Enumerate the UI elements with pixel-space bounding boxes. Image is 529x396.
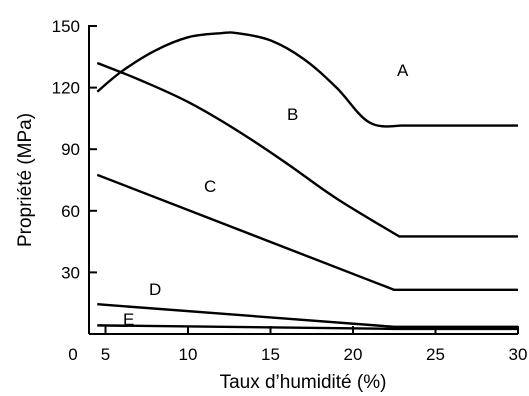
series-label-c: C	[204, 177, 216, 196]
series-line-a	[96, 31, 518, 128]
axes	[88, 25, 518, 335]
series-labels: A B C DE	[123, 61, 409, 329]
series-label-b: B	[287, 105, 298, 124]
series-label-e: E	[123, 310, 134, 329]
y-tick-label-120: 120	[52, 79, 80, 98]
x-tick-label-15: 15	[261, 345, 280, 364]
series-line-c	[96, 173, 518, 292]
series-label-d: D	[149, 280, 161, 299]
x-tick-label-5: 5	[101, 345, 110, 364]
series-label-a: A	[397, 61, 409, 80]
tick-labels: 5 10 15 20 25 30 30 60 90 120 150	[52, 17, 528, 364]
series-line-e	[97, 324, 518, 331]
y-tick-label-60: 60	[61, 202, 80, 221]
series-group	[96, 31, 518, 331]
x-tick-label-30: 30	[509, 345, 528, 364]
y-tick-label-150: 150	[52, 17, 80, 36]
series-line-b	[96, 61, 518, 238]
ticks	[89, 25, 519, 334]
x-tick-label-25: 25	[426, 345, 445, 364]
x-axis-title: Taux d’humidité (%)	[220, 372, 387, 393]
series-line-d	[97, 303, 518, 329]
x-origin-label: 0	[68, 345, 77, 364]
y-axis-title: Propriété (MPa)	[15, 113, 36, 247]
x-tick-label-20: 20	[344, 345, 363, 364]
y-tick-label-90: 90	[61, 140, 80, 159]
x-tick-label-10: 10	[179, 345, 198, 364]
y-tick-label-30: 30	[61, 263, 80, 282]
